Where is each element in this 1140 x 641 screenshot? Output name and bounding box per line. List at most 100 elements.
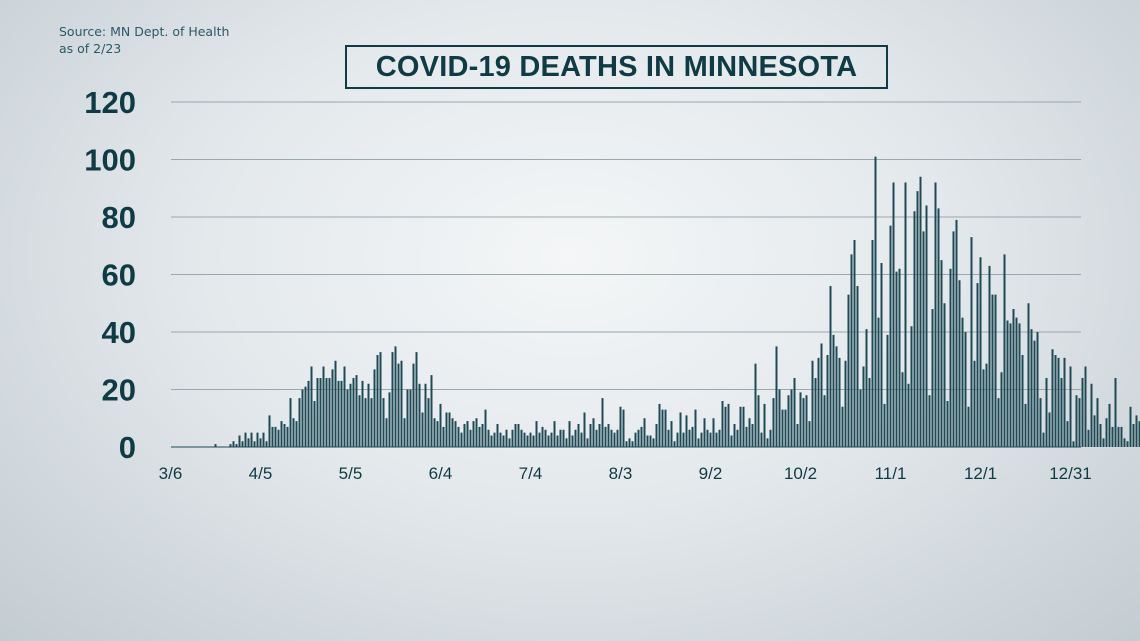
bar [868, 378, 871, 447]
bar [880, 263, 883, 447]
bar [829, 286, 832, 447]
x-tick-label: 6/4 [429, 464, 453, 483]
bar [370, 398, 373, 448]
bar [916, 191, 919, 448]
bar [259, 438, 262, 448]
bar [364, 398, 367, 448]
bar [550, 432, 553, 448]
bar [607, 424, 610, 447]
bar [1093, 415, 1096, 448]
bar [727, 403, 730, 448]
bar [268, 415, 271, 448]
y-tick-label: 0 [119, 430, 136, 465]
bar [739, 406, 742, 447]
bar [952, 231, 955, 448]
bar [1096, 398, 1099, 448]
bar [442, 426, 445, 448]
bar [349, 383, 352, 447]
bars [214, 156, 1140, 448]
bar [265, 441, 268, 447]
bar [862, 366, 865, 447]
bar [535, 421, 538, 448]
bar [1021, 355, 1024, 447]
bar [361, 380, 364, 448]
x-tick-label: 4/5 [249, 464, 273, 483]
bar [1123, 438, 1126, 448]
bar [1126, 441, 1129, 447]
y-tick-label: 20 [102, 373, 136, 408]
y-tick-label: 60 [102, 258, 136, 293]
bar [502, 435, 505, 447]
bar [853, 240, 856, 447]
bar [247, 438, 250, 448]
bar [340, 380, 343, 448]
bar [778, 389, 781, 447]
bar [709, 432, 712, 448]
bar [373, 369, 376, 448]
source-note: Source: MN Dept. of Health as of 2/23 [59, 23, 229, 57]
bar [628, 438, 631, 448]
bar [478, 426, 481, 448]
bar [580, 432, 583, 448]
bar [1042, 432, 1045, 448]
bar [901, 372, 904, 447]
bar [394, 346, 397, 448]
x-tick-label: 12/31 [1049, 464, 1092, 483]
bar [874, 156, 877, 448]
bar [997, 398, 1000, 448]
bar [715, 432, 718, 448]
bar [910, 326, 913, 447]
bar [1114, 378, 1117, 447]
bar [508, 438, 511, 448]
chart-title-box: COVID-19 DEATHS IN MINNESOTA [345, 45, 888, 89]
bar [1033, 340, 1036, 448]
bar [514, 424, 517, 447]
bar [943, 303, 946, 447]
bar [244, 432, 247, 448]
bar [412, 363, 415, 448]
bar [982, 369, 985, 448]
bar [481, 424, 484, 447]
bar [289, 398, 292, 448]
bar [973, 360, 976, 447]
bar [760, 432, 763, 448]
bar [1066, 421, 1069, 448]
bar [256, 432, 259, 448]
bar [664, 409, 667, 448]
bar [346, 389, 349, 447]
bar [841, 406, 844, 447]
bar [757, 395, 760, 447]
bar [448, 412, 451, 447]
bar [1018, 323, 1021, 448]
bar [1078, 398, 1081, 448]
bar [547, 435, 550, 447]
bar [1087, 429, 1090, 447]
y-tick-label: 120 [84, 85, 136, 120]
bar [817, 357, 820, 448]
bar [418, 383, 421, 447]
bar [1006, 320, 1009, 447]
bar [979, 257, 982, 447]
bar [1051, 349, 1054, 447]
bar [451, 418, 454, 447]
bar [616, 429, 619, 447]
bar [1075, 395, 1078, 447]
bar [439, 403, 442, 448]
bar [457, 426, 460, 448]
bar [907, 383, 910, 447]
bar [1024, 403, 1027, 448]
bar [1108, 403, 1111, 448]
bar [625, 441, 628, 447]
bar [466, 421, 469, 448]
bar [409, 389, 412, 447]
bar [937, 208, 940, 448]
bar [490, 435, 493, 447]
bar [484, 409, 487, 448]
bar [790, 389, 793, 447]
bar [589, 424, 592, 447]
bar [403, 418, 406, 447]
bar [601, 398, 604, 448]
bar [385, 418, 388, 447]
bar [631, 441, 634, 447]
bar [949, 268, 952, 447]
